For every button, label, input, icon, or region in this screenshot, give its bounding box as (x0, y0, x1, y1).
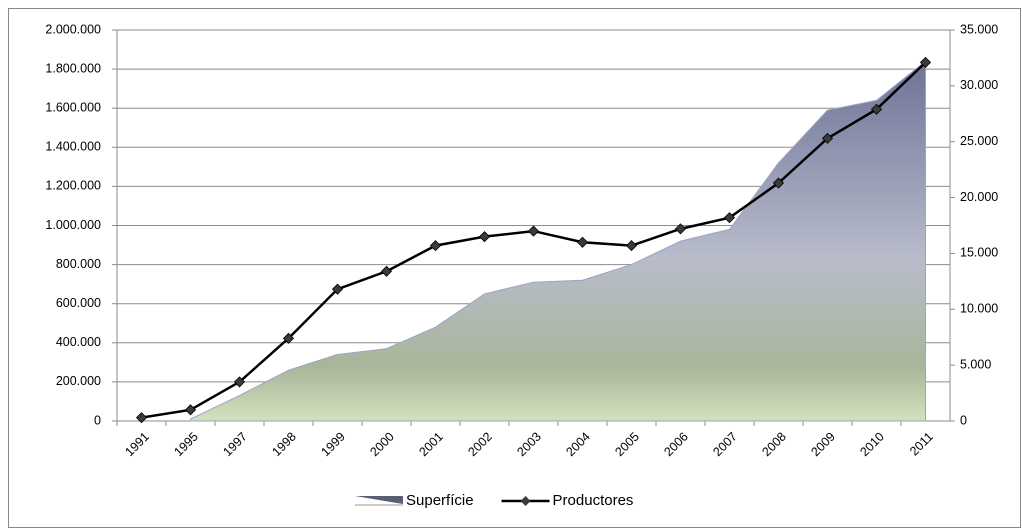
point (674, 223, 687, 235)
legend-swatch (355, 496, 403, 504)
point (576, 236, 589, 248)
point (772, 177, 785, 189)
y2-tick-label: 25.000 (960, 134, 998, 148)
y-tick-label: 1.600.000 (45, 100, 101, 114)
y-tick-label: 2.000.000 (45, 22, 101, 36)
y-tick-label: 600.000 (56, 296, 101, 310)
point (233, 376, 246, 388)
y2-tick-label: 0 (960, 413, 967, 427)
point (429, 240, 442, 252)
point (380, 265, 393, 277)
y-tick-label: 1.000.000 (45, 218, 101, 232)
point (723, 212, 736, 224)
point (821, 132, 834, 144)
point (184, 404, 197, 416)
point (135, 412, 148, 424)
legend: Superfície Productores (355, 492, 633, 509)
y2-tick-label: 35.000 (960, 22, 998, 36)
y2-tick-label: 30.000 (960, 78, 998, 92)
point (282, 332, 295, 344)
y-tick-label: 1.800.000 (45, 61, 101, 75)
y2-tick-label: 15.000 (960, 246, 998, 260)
y-tick-label: 200.000 (56, 374, 101, 388)
point (919, 56, 932, 68)
y2-tick-label: 10.000 (960, 302, 998, 316)
y2-tick-label: 20.000 (960, 190, 998, 204)
y-tick-label: 400.000 (56, 335, 101, 349)
y-tick-label: 800.000 (56, 257, 101, 271)
legend-label: Productores (553, 492, 634, 509)
point (625, 240, 638, 252)
y-tick-label: 1.400.000 (45, 140, 101, 154)
point (527, 225, 540, 237)
y-tick-label: 0 (94, 413, 101, 427)
point (478, 231, 491, 243)
legend-label: Superfície (406, 492, 474, 509)
point (870, 103, 883, 115)
area (190, 60, 926, 422)
y-tick-label: 1.200.000 (45, 179, 101, 193)
point (331, 283, 344, 295)
y2-tick-label: 5.000 (960, 357, 991, 371)
legend-swatch (520, 496, 531, 506)
